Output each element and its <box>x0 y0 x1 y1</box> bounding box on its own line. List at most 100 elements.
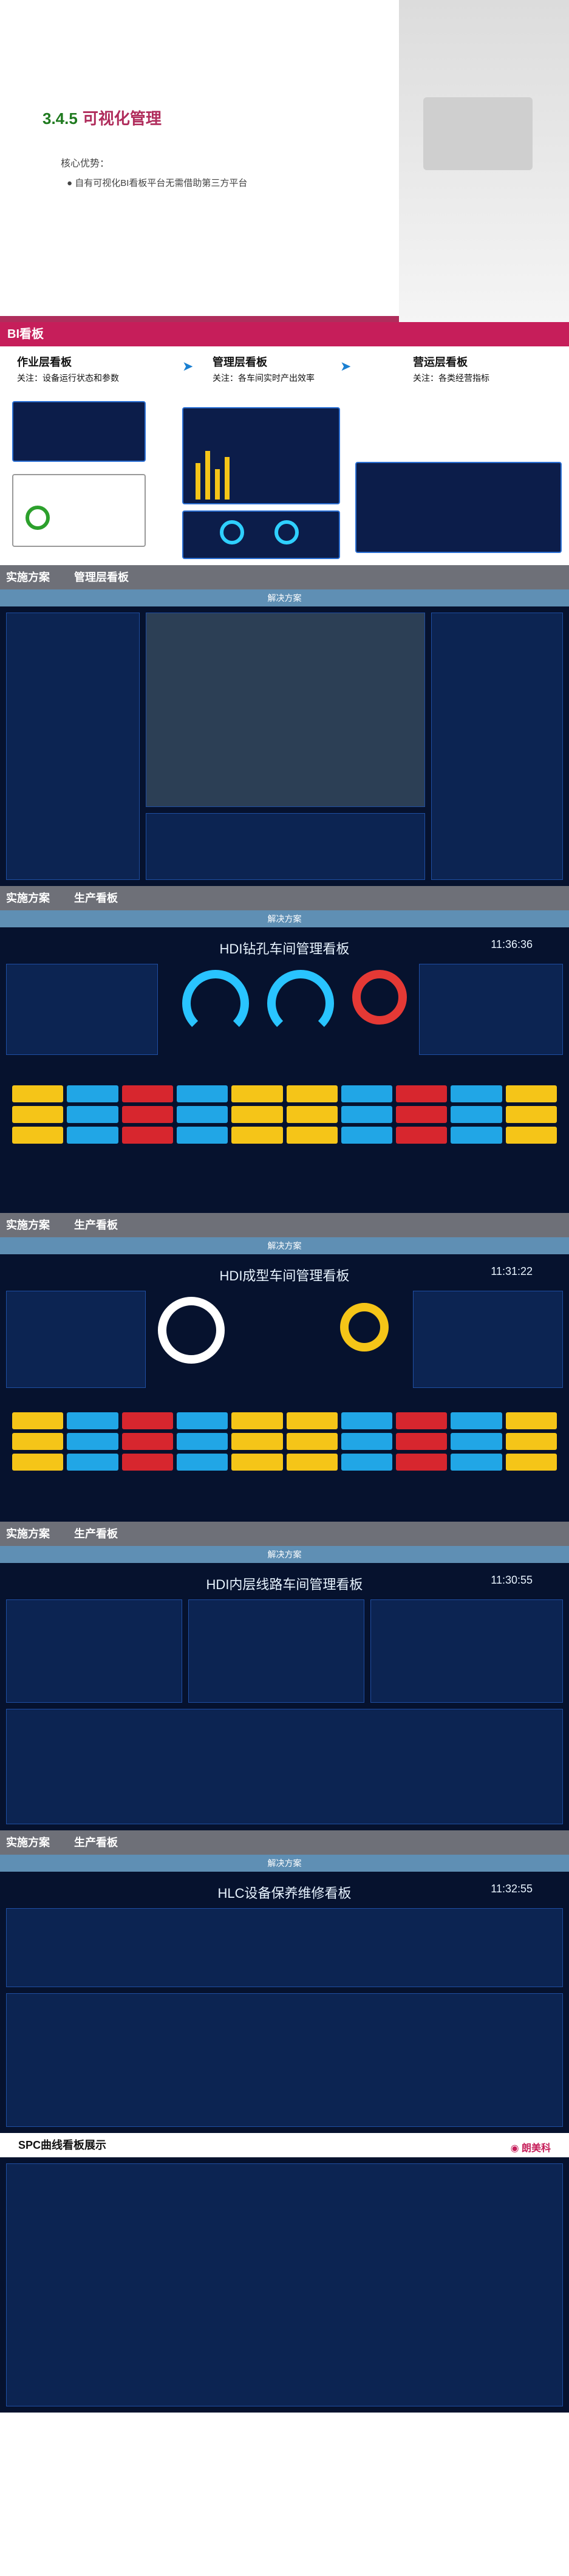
gauge <box>158 1297 225 1364</box>
table-panel <box>419 964 563 1055</box>
band-label: 实施方案 <box>6 1836 50 1849</box>
dashboard-time: 11:36:36 <box>491 938 533 950</box>
table-panel <box>370 1599 563 1703</box>
status-cell <box>505 1106 557 1123</box>
status-cell <box>396 1412 448 1429</box>
solution-bar: 解决方案 <box>0 1855 569 1872</box>
spc-panel <box>6 2163 563 2406</box>
status-cell <box>451 1454 502 1471</box>
business-dashboard-thumb <box>355 462 562 553</box>
gauge-thumb <box>220 520 244 544</box>
hero-subtitle: 核心优势： <box>61 159 110 169</box>
stage-operation: 作业层看板 关注：设备运行状态和参数 <box>17 354 119 384</box>
bar-thumb <box>215 469 220 500</box>
status-cell <box>67 1127 118 1144</box>
status-cell <box>396 1127 448 1144</box>
bottom-panel <box>6 1709 563 1824</box>
section-band: 实施方案 生产看板 <box>0 1213 569 1237</box>
status-cell <box>12 1412 64 1429</box>
status-cell <box>505 1085 557 1102</box>
status-cell <box>396 1433 448 1450</box>
status-cell <box>231 1127 283 1144</box>
arrow-icon: ➤ <box>182 359 194 374</box>
status-cell <box>121 1412 173 1429</box>
spc-title: SPC曲线看板展示 ◉ 朗美科 <box>0 2133 569 2157</box>
status-cell <box>67 1454 118 1471</box>
status-cell <box>231 1454 283 1471</box>
status-cell <box>505 1127 557 1144</box>
bar-thumb <box>205 451 210 500</box>
management-dashboard-thumb <box>182 407 340 504</box>
stage-business: 营运层看板 关注：各类经营指标 <box>413 354 489 384</box>
status-cell <box>121 1085 173 1102</box>
status-cell <box>176 1412 228 1429</box>
chart-panel <box>6 1291 146 1388</box>
status-cell <box>231 1106 283 1123</box>
left-panel <box>6 613 140 880</box>
status-cell <box>341 1127 393 1144</box>
chart-panel <box>6 1993 563 2127</box>
status-cell <box>341 1433 393 1450</box>
chart-panel <box>6 964 158 1055</box>
band-tag: 管理层看板 <box>74 571 129 583</box>
inner-layer-dashboard: HDI内层线路车间管理看板 11:30:55 <box>0 1563 569 1830</box>
maintenance-dashboard: HLC设备保养维修看板 11:32:55 <box>0 1872 569 2133</box>
dashboard-title: HDI钻孔车间管理看板 <box>219 941 350 957</box>
status-cell <box>12 1106 64 1123</box>
status-grid <box>12 1085 557 1144</box>
status-cell <box>176 1085 228 1102</box>
status-cell <box>286 1127 338 1144</box>
status-cell <box>505 1454 557 1471</box>
status-cell <box>67 1106 118 1123</box>
bar-thumb <box>196 463 200 500</box>
status-cell <box>176 1454 228 1471</box>
status-cell <box>341 1085 393 1102</box>
status-cell <box>67 1433 118 1450</box>
band-label: 实施方案 <box>6 1528 50 1540</box>
status-cell <box>176 1433 228 1450</box>
dashboard-title: HDI内层线路车间管理看板 <box>206 1577 363 1592</box>
dashboard-title: HDI成型车间管理看板 <box>219 1268 350 1283</box>
status-cell <box>451 1106 502 1123</box>
solution-bar: 解决方案 <box>0 1237 569 1254</box>
status-cell <box>286 1412 338 1429</box>
hero-title-text: 可视化管理 <box>82 109 162 128</box>
band-label: 实施方案 <box>6 571 50 583</box>
section-band: 实施方案 生产看板 <box>0 886 569 910</box>
status-cell <box>396 1454 448 1471</box>
status-cell <box>231 1085 283 1102</box>
section-band: 实施方案 管理层看板 <box>0 565 569 589</box>
stage-operation-name: 作业层看板 <box>17 356 72 368</box>
dashboard-time: 11:30:55 <box>491 1574 533 1586</box>
operation-dashboard-thumb <box>12 401 146 462</box>
chart-panel <box>6 1599 182 1703</box>
gauge-thumb <box>274 520 299 544</box>
forming-dashboard: HDI成型车间管理看板 11:31:22 <box>0 1254 569 1522</box>
hero-title: 3.4.5 可视化管理 <box>43 106 162 129</box>
status-cell <box>396 1085 448 1102</box>
status-cell <box>341 1106 393 1123</box>
band-label: 实施方案 <box>6 892 50 904</box>
status-cell <box>121 1127 173 1144</box>
hero-section: 3.4.5 可视化管理 核心优势： ● 自有可视化BI看板平台无需借助第三方平台 <box>0 0 569 322</box>
status-cell <box>231 1412 283 1429</box>
machine-illustration <box>423 97 533 170</box>
status-grid <box>12 1412 557 1471</box>
status-cell <box>286 1106 338 1123</box>
status-cell <box>67 1412 118 1429</box>
donut <box>352 970 407 1025</box>
section-band: 实施方案 生产看板 <box>0 1830 569 1855</box>
management-dashboard <box>0 606 569 886</box>
status-cell <box>451 1433 502 1450</box>
dashboard-title: HLC设备保养维修看板 <box>217 1886 352 1901</box>
status-cell <box>451 1127 502 1144</box>
status-cell <box>12 1085 64 1102</box>
chart-panel <box>188 1599 364 1703</box>
status-cell <box>451 1412 502 1429</box>
status-cell <box>505 1412 557 1429</box>
status-cell <box>121 1106 173 1123</box>
status-cell <box>341 1412 393 1429</box>
stage-business-name: 营运层看板 <box>413 356 468 368</box>
gauge <box>267 970 334 1037</box>
